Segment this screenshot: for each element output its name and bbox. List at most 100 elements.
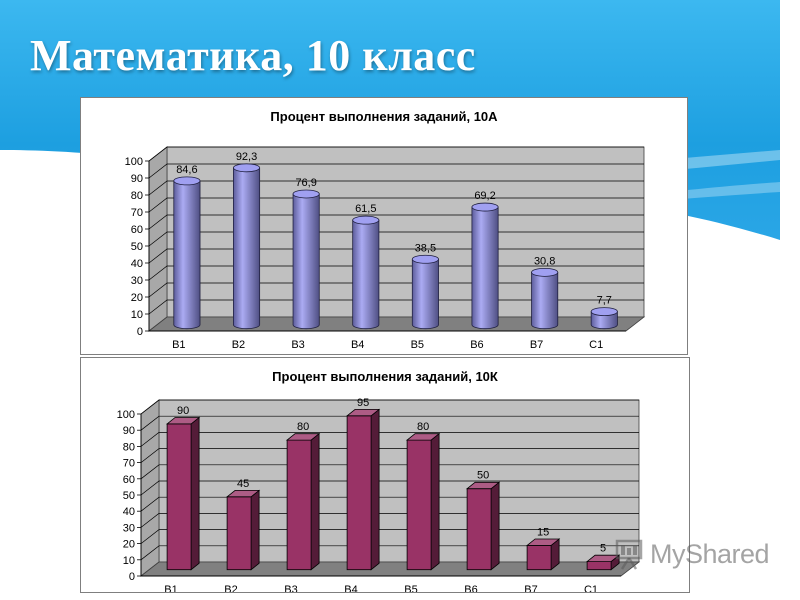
bar-body (590, 311, 618, 330)
gridline (148, 146, 644, 162)
bar-b3 (292, 189, 320, 330)
bar-front (226, 496, 252, 571)
y-tick-label: 30 (131, 275, 143, 287)
bar-c1 (590, 307, 618, 330)
bar-c1 (585, 554, 621, 571)
data-label: 45 (237, 478, 249, 490)
bar-body (352, 219, 380, 330)
bar-top (465, 481, 501, 490)
y-tick-label: 0 (137, 326, 143, 338)
x-tick-label: B6 (470, 339, 483, 351)
y-tick-label: 80 (131, 190, 143, 202)
gridline (140, 448, 639, 463)
bar-b4 (345, 408, 381, 571)
y-tick-label: 0 (129, 571, 135, 583)
gridline (148, 180, 644, 196)
y-tick-label: 40 (131, 258, 143, 270)
watermark: MyShared (612, 536, 770, 572)
bar-front (286, 439, 312, 571)
data-label: 95 (357, 397, 369, 409)
x-tick-label: B6 (464, 584, 477, 592)
bar-body (233, 167, 261, 330)
x-tick-label: B4 (351, 339, 364, 351)
x-tick-label: B1 (172, 339, 185, 351)
y-tick-label: 50 (131, 241, 143, 253)
chart-title: Процент выполнения заданий, 10А (270, 109, 498, 124)
bar-top (173, 176, 201, 186)
presentation-board-icon (615, 539, 643, 570)
bar-front (166, 423, 192, 571)
y-tick-label: 50 (123, 490, 135, 502)
x-tick-label: B5 (404, 584, 417, 592)
bar-top (285, 433, 321, 441)
bar-body (531, 271, 559, 330)
y-tick-label: 20 (131, 292, 143, 304)
chart-panel-10a: Процент выполнения заданий, 10А 0 10 20 30 40… (80, 97, 688, 355)
bar-b1 (165, 416, 201, 571)
bar-top (471, 202, 499, 212)
bar-front (466, 488, 492, 571)
bar-front (526, 544, 552, 571)
bar-top (345, 409, 381, 417)
gridline (140, 415, 639, 431)
data-label: 76,9 (295, 177, 316, 189)
bar-b4 (352, 215, 380, 330)
y-tick-label: 80 (123, 441, 135, 453)
bar-chart-10k: Процент выполнения заданий, 10К 0 10 20 30 40… (117, 369, 641, 592)
data-label: 30,8 (534, 255, 555, 267)
y-tick-label: 40 (123, 506, 135, 518)
bar-b1 (173, 176, 201, 330)
gridline (140, 480, 639, 496)
x-tick-label: B7 (530, 339, 543, 351)
data-label: 80 (297, 421, 309, 433)
bar-top (411, 254, 439, 264)
x-tick-label: B7 (524, 584, 537, 592)
bar-b3 (285, 432, 321, 571)
bar-b7 (525, 538, 561, 571)
bar-body (411, 258, 439, 330)
x-tick-label: B4 (344, 584, 357, 592)
x-tick-label: B2 (224, 584, 237, 592)
y-tick-label: 90 (123, 425, 135, 437)
bar-side (490, 481, 500, 571)
bar-b7 (531, 267, 559, 330)
data-label: 61,5 (355, 203, 376, 215)
bar-side (250, 489, 260, 571)
chart-floor (139, 561, 641, 577)
data-label: 92,3 (236, 151, 257, 163)
y-tick-label: 20 (123, 539, 135, 551)
bar-b2 (225, 489, 261, 571)
bar-b6 (471, 202, 499, 330)
bar-body (471, 206, 499, 330)
chart-title: Процент выполнения заданий, 10К (272, 369, 498, 384)
y-tick-label: 100 (125, 156, 143, 168)
bar-top (405, 433, 441, 441)
bar-body (292, 193, 320, 330)
data-label: 84,6 (176, 164, 197, 176)
bar-b6 (465, 481, 501, 571)
bar-side (370, 408, 380, 571)
x-tick-label: C1 (589, 339, 603, 351)
gridline (148, 163, 644, 179)
y-tick-label: 30 (123, 522, 135, 534)
y-tick-label: 90 (131, 173, 143, 185)
gridline (140, 464, 639, 480)
watermark-text: MyShared (650, 538, 770, 569)
bar-front (406, 439, 432, 571)
bar-side (190, 416, 200, 571)
x-tick-label: B2 (232, 339, 245, 351)
bar-top (165, 417, 201, 425)
data-label: 69,2 (474, 190, 495, 202)
data-label: 5 (600, 543, 606, 555)
bar-top (352, 215, 380, 225)
bar-top (292, 189, 320, 199)
data-label: 7,7 (597, 295, 612, 307)
bar-front (586, 561, 612, 571)
x-tick-label: B3 (284, 584, 297, 592)
data-label: 90 (177, 405, 189, 417)
bar-top (225, 489, 261, 498)
gridline (140, 432, 639, 447)
y-tick-label: 10 (123, 555, 135, 567)
chart-panel-10k: Процент выполнения заданий, 10К 0 10 20 30 40… (80, 357, 690, 593)
y-tick-label: 10 (131, 309, 143, 321)
